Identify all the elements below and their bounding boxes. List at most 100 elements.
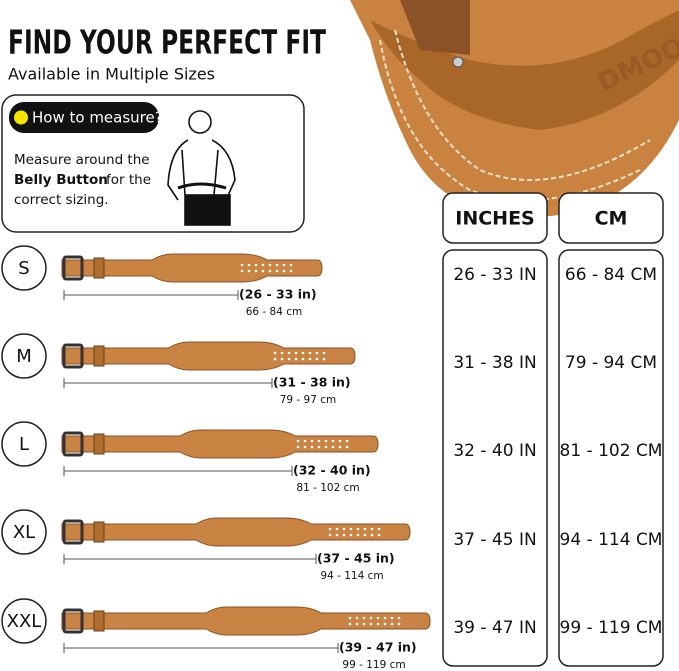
belt-hole: [335, 527, 339, 531]
belt-hole: [349, 533, 353, 537]
belt-hole: [287, 351, 291, 355]
belt-hole: [349, 527, 353, 531]
cm-label: 99 - 119 cm: [342, 659, 405, 671]
belt-hole: [310, 439, 314, 443]
belt-hole: [355, 622, 359, 626]
buckle: [62, 608, 84, 634]
buckle: [62, 255, 84, 281]
belt-hole: [280, 357, 284, 361]
cm-label: 94 - 114 cm: [320, 570, 383, 582]
cm-label: 66 - 84 cm: [246, 306, 303, 318]
size-circle: [1, 245, 47, 291]
belt-hole: [315, 351, 319, 355]
column-header: INCHES: [455, 208, 534, 230]
belt-hole: [328, 527, 332, 531]
belt-loop: [93, 433, 105, 455]
belt-loop: [93, 610, 105, 632]
belt-hole: [345, 445, 349, 449]
belt-hole: [247, 263, 251, 267]
belt-hole: [356, 527, 360, 531]
title: FIND YOUR PERFECT FIT: [8, 23, 326, 62]
measure-badge: [9, 102, 159, 133]
measure-text: for the: [106, 172, 151, 188]
belt-hole: [268, 263, 272, 267]
belt-hole: [390, 616, 394, 620]
belt-hole: [397, 622, 401, 626]
belt-hole: [273, 351, 277, 355]
inches-label: (32 - 40 in): [293, 463, 371, 478]
table-cell: 39 - 47 IN: [453, 618, 536, 638]
size-circle: [1, 421, 47, 467]
inches-label: (31 - 38 in): [273, 375, 351, 390]
inches-label: (37 - 45 in): [317, 551, 395, 566]
belt-hole: [348, 616, 352, 620]
belt-hole: [268, 269, 272, 273]
size-label: XL: [13, 522, 35, 543]
belt-hole: [348, 622, 352, 626]
belt: [61, 606, 431, 636]
belt-hole: [287, 357, 291, 361]
belt-hole: [370, 527, 374, 531]
table-cell: 37 - 45 IN: [453, 530, 536, 550]
belt-hole: [377, 527, 381, 531]
belt: [61, 253, 323, 283]
belt-hole: [363, 533, 367, 537]
cm-label: 79 - 97 cm: [280, 394, 337, 406]
belt-hole: [390, 622, 394, 626]
table-cell: 66 - 84 CM: [565, 265, 657, 285]
subtitle: Available in Multiple Sizes: [8, 65, 215, 84]
belt-hole: [303, 439, 307, 443]
buckle: [62, 343, 84, 369]
belt-hole: [240, 269, 244, 273]
belt-hole: [261, 269, 265, 273]
belt-hole: [254, 269, 258, 273]
belt-hole: [322, 357, 326, 361]
table-cell: 94 - 114 CM: [560, 530, 663, 550]
belt-hole: [397, 616, 401, 620]
belt-hole: [331, 445, 335, 449]
belt-hole: [315, 357, 319, 361]
belt-hole: [317, 439, 321, 443]
belt-hole: [355, 616, 359, 620]
belt-hole: [247, 269, 251, 273]
belt-hole: [362, 622, 366, 626]
belt-hole: [376, 622, 380, 626]
belt-hole: [289, 263, 293, 267]
belt-hole: [303, 445, 307, 449]
belt-loop: [93, 521, 105, 543]
belt-loop: [93, 257, 105, 279]
belt-hole: [342, 527, 346, 531]
measure-figure: [167, 110, 236, 226]
size-label: S: [18, 258, 29, 279]
badge-dot: [14, 110, 28, 125]
measure-text-bold: Belly Button: [14, 172, 108, 188]
column-header-box: [442, 192, 548, 244]
belt-hole: [296, 445, 300, 449]
table-cell: 99 - 119 CM: [560, 618, 663, 638]
size-label: XXL: [7, 611, 42, 632]
table-cell: 32 - 40 IN: [453, 441, 536, 461]
column-body-box: [442, 249, 548, 667]
belt-hole: [273, 357, 277, 361]
measure-text: correct sizing.: [14, 192, 109, 208]
measure-text: Measure around the: [14, 152, 150, 168]
buckle: [62, 519, 84, 545]
size-circle: [1, 509, 47, 555]
belt-hole: [370, 533, 374, 537]
belt-hole: [331, 439, 335, 443]
column-body-box: [558, 249, 664, 667]
belt-hole: [324, 439, 328, 443]
belt: [61, 429, 379, 459]
belt-hole: [294, 357, 298, 361]
belt-hole: [240, 263, 244, 267]
belt-hole: [338, 439, 342, 443]
belt-hole: [282, 269, 286, 273]
belt-hole: [261, 263, 265, 267]
belt-hole: [356, 533, 360, 537]
belt-hole: [289, 269, 293, 273]
buckle: [62, 431, 84, 457]
table-cell: 26 - 33 IN: [453, 265, 536, 285]
belt-hole: [345, 439, 349, 443]
belt-hole: [377, 533, 381, 537]
inches-label: (39 - 47 in): [339, 640, 417, 655]
